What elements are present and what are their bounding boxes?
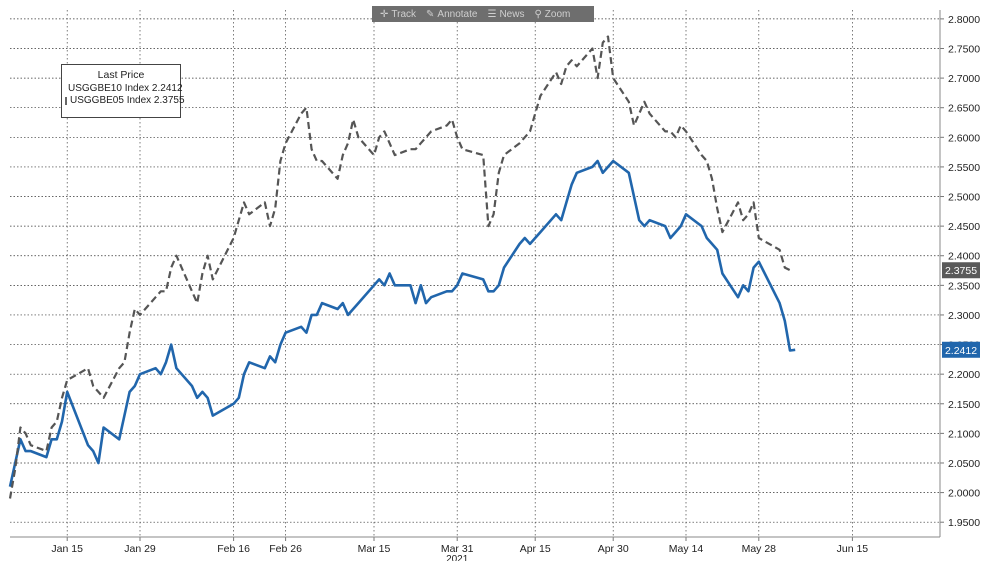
legend-entry-usggbe10: USGGBE10 Index 2.2412 (65, 83, 183, 95)
x-gridlines (66, 10, 853, 537)
x-tick-label: Apr 30 (598, 543, 629, 555)
x-tick-label: Jun 15 (837, 543, 869, 555)
x-tick-label: Feb 16 (217, 543, 250, 555)
x-year-label: 2021 (446, 554, 469, 561)
last-value-tag (942, 262, 980, 279)
legend-swatch-dashed (65, 97, 67, 105)
y-tick-label: 2.6500 (948, 103, 980, 115)
y-tick-label: 1.9500 (948, 517, 980, 529)
x-tick-label: Feb 26 (269, 543, 302, 555)
zoom-icon: ⚲ (534, 8, 542, 20)
toolbar-annotate[interactable]: ✎ Annotate (426, 9, 477, 20)
series-line-usggbe05-index (8, 35, 791, 499)
pencil-icon: ✎ (426, 8, 435, 20)
series-group (8, 35, 796, 499)
last-value-tag (942, 341, 980, 358)
x-tick-label: Jan 15 (51, 543, 83, 555)
y-tick-label: 2.0000 (948, 488, 980, 500)
x-tick-label: May 28 (742, 543, 777, 555)
y-tick-label: 2.1000 (948, 428, 980, 440)
y-tick-label: 2.4500 (948, 221, 980, 233)
x-tick-label: Jan 29 (124, 543, 156, 555)
toolbar-news-label: News (499, 8, 525, 20)
y-tick-label: 2.5000 (948, 192, 980, 204)
x-tick-label: Apr 15 (520, 543, 551, 555)
y-tick-label: 2.1500 (948, 399, 980, 411)
chart-toolbar: ✛ Track ✎ Annotate ☰ News ⚲ Zoom (372, 6, 594, 22)
legend-entry-usggbe05: USGGBE05 Index 2.3755 (65, 95, 185, 107)
toolbar-track-label: Track (391, 8, 417, 20)
chart-legend: Last Price USGGBE10 Index 2.2412 USGGBE0… (61, 64, 185, 118)
y-tick-label: 2.8000 (948, 14, 980, 26)
legend-label: USGGBE10 Index 2.2412 (68, 83, 183, 94)
x-tick-label: May 14 (669, 543, 704, 555)
y-tick-label: 2.6000 (948, 132, 980, 144)
last-value-label: 2.3755 (945, 265, 977, 277)
y-tick-label: 2.2000 (948, 369, 980, 381)
crosshair-icon: ✛ (380, 8, 389, 20)
toolbar-track[interactable]: ✛ Track (380, 9, 416, 20)
toolbar-annotate-label: Annotate (437, 8, 478, 20)
last-value-label: 2.2412 (945, 345, 977, 357)
x-tick-label: Mar 15 (358, 543, 391, 555)
y-tick-label: 2.7500 (948, 43, 980, 55)
y-tick-label: 2.7000 (948, 73, 980, 85)
legend-title: Last Price (97, 69, 145, 81)
news-icon: ☰ (487, 8, 497, 20)
x-tick-label: Mar 31 (441, 543, 474, 555)
y-tick-label: 2.3000 (948, 310, 980, 322)
y-tick-label: 2.3500 (948, 280, 980, 292)
toolbar-zoom-label: Zoom (544, 8, 571, 20)
axes-group: 2.8000 2.7500 2.7000 2.6500 2.6000 2.5500 2.50… (10, 10, 980, 561)
toolbar-zoom[interactable]: ⚲ Zoom (534, 9, 570, 20)
toolbar-news[interactable]: ☰ News (487, 9, 524, 20)
y-tick-label: 2.5500 (948, 162, 980, 174)
legend-label: USGGBE05 Index 2.3755 (70, 95, 185, 106)
y-tick-label: 2.0500 (948, 458, 980, 470)
series-line-usggbe10-index (8, 159, 796, 487)
y-tick-label: 2.4000 (948, 251, 980, 263)
